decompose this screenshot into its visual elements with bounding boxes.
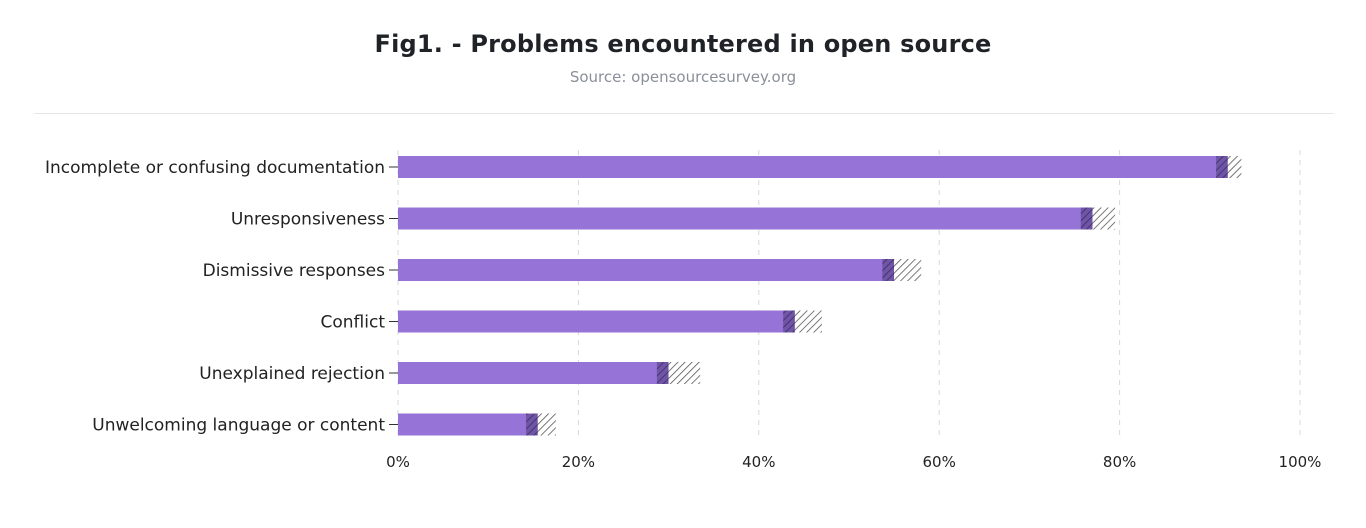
bar-error-overlap [1216,156,1228,178]
bar [398,310,795,333]
x-tick-label: 0% [386,453,410,471]
bar [398,259,895,281]
bar-error-overlap [656,362,669,384]
bar-error-range [668,362,701,384]
category-label: Unwelcoming language or content [92,416,385,436]
bar-error-range [537,413,556,436]
x-axis: 0% 20% 40% 60% 80% 100% [386,453,1321,471]
bar-error-overlap [783,310,795,333]
bar-error-overlap [882,259,895,281]
category-label: Unexplained rejection [199,364,385,384]
category-label: Unresponsiveness [231,210,385,230]
grid-lines [397,150,1301,440]
header-divider [34,113,1334,114]
bar-error-overlap [526,413,538,436]
bar-error-range [1092,207,1116,230]
category-label: Dismissive responses [203,261,386,281]
bar-error-overlap [1080,207,1093,230]
y-axis: Incomplete or confusing documentation Unr… [45,158,398,436]
x-tick-label: 40% [742,453,775,471]
bars [398,156,1242,436]
bar-error-range [794,310,822,333]
bar [398,156,1228,178]
bar [398,207,1093,230]
x-tick-label: 100% [1279,453,1322,471]
bar-error-range [1227,156,1242,178]
category-label: Incomplete or confusing documentation [45,158,385,178]
category-label: Conflict [321,313,386,333]
chart-subtitle: Source: opensourcesurvey.org [569,68,797,86]
x-tick-label: 20% [562,453,595,471]
x-tick-label: 60% [923,453,956,471]
x-tick-label: 80% [1103,453,1136,471]
chart-title: Fig1. - Problems encountered in open sou… [374,30,992,58]
bar [398,362,669,384]
bar-error-range [894,259,922,281]
bar [398,413,538,436]
